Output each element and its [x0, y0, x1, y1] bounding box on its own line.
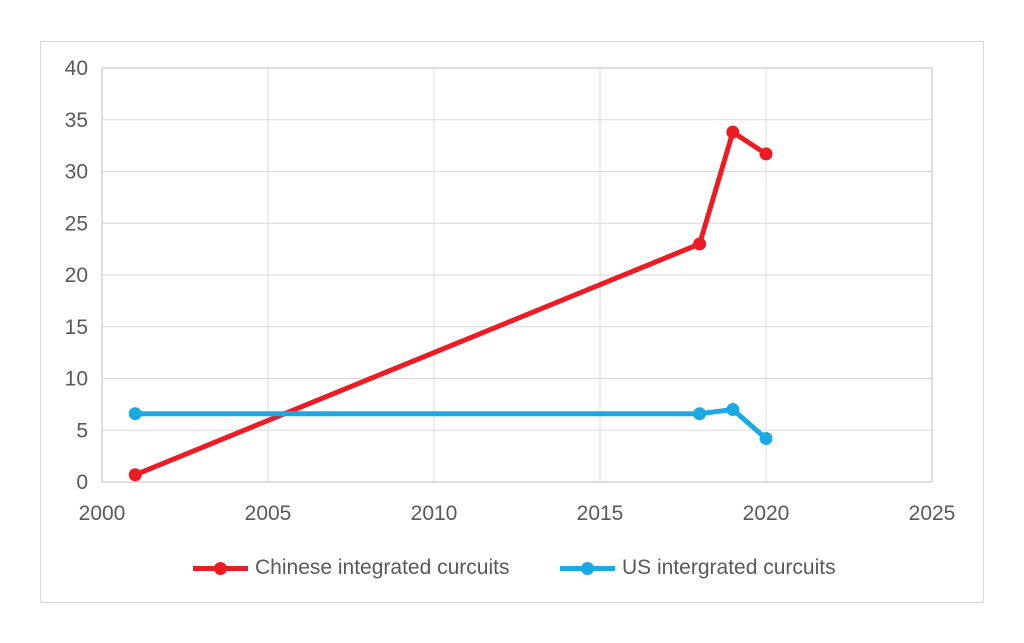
y-axis-tick-label: 35: [65, 109, 88, 132]
y-axis-tick-label: 30: [65, 161, 88, 184]
y-axis-tick-label: 0: [76, 471, 88, 494]
data-point-marker: [726, 403, 740, 417]
data-point-marker: [128, 468, 142, 482]
x-axis-tick-label: 2015: [577, 502, 624, 525]
y-axis-tick-label: 20: [65, 264, 88, 287]
data-point-marker: [726, 125, 740, 139]
data-point-marker: [693, 407, 707, 421]
y-axis-tick-label: 40: [65, 57, 88, 80]
series-line-1: [132, 407, 769, 442]
x-axis-tick-label: 2025: [909, 502, 956, 525]
chart-figure: 0 5 10 15 20 25 30 35 40 2000 2005 2010 2015 2020 2025…: [40, 41, 984, 603]
data-point-marker: [128, 407, 142, 421]
y-axis-tick-label: 15: [65, 316, 88, 339]
plot-border: [101, 67, 933, 483]
y-axis-tick-label: 10: [65, 368, 88, 391]
data-point-marker: [759, 432, 773, 446]
y-axis-tick-label: 25: [65, 212, 88, 235]
x-axis-tick-label: 2000: [79, 502, 126, 525]
series-line-0: [132, 129, 769, 478]
y-axis-tick-label: 5: [76, 419, 88, 442]
x-axis-tick-label: 2010: [411, 502, 458, 525]
x-axis-tick-label: 2005: [245, 502, 292, 525]
data-point-marker: [759, 147, 773, 161]
x-axis-tick-label: 2020: [743, 502, 790, 525]
data-point-marker: [693, 237, 707, 251]
